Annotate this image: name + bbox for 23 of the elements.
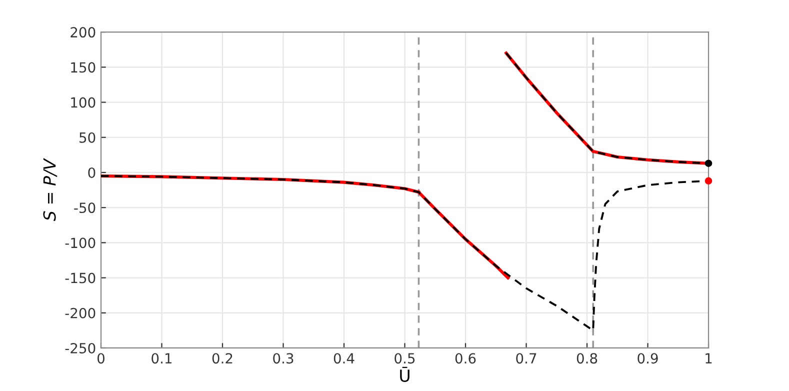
x-tick-label: 0.9 — [638, 353, 658, 364]
y-tick-label: 50 — [80, 132, 96, 143]
y-axis-title: S = P/V — [43, 158, 58, 222]
x-tick-label: 0.5 — [394, 353, 415, 364]
x-tick-label: 0.1 — [152, 353, 172, 364]
y-tick-label: 0 — [88, 167, 96, 178]
x-tick-label: 0.6 — [455, 353, 476, 364]
y-tick-label: -50 — [74, 202, 96, 214]
x-tick-label: 0.4 — [334, 353, 354, 364]
x-axis-title: Ū — [400, 366, 410, 382]
y-tick-label: -200 — [65, 308, 96, 318]
y-tick-label: 200 — [70, 27, 96, 38]
x-tick-label: 0 — [97, 353, 104, 364]
x-tick-label: 0.2 — [212, 353, 232, 364]
x-tick-label: 0.3 — [273, 353, 294, 364]
y-tick-label: 100 — [71, 97, 96, 108]
x-tick-label: 1 — [706, 353, 712, 364]
y-tick-label: -100 — [65, 238, 96, 248]
x-tick-label: 0.8 — [576, 353, 598, 364]
y-tick-label: 150 — [71, 62, 96, 73]
y-tick-label: -150 — [65, 272, 96, 284]
x-tick-label: 0.7 — [516, 353, 536, 364]
y-tick-label: -250 — [65, 342, 96, 354]
